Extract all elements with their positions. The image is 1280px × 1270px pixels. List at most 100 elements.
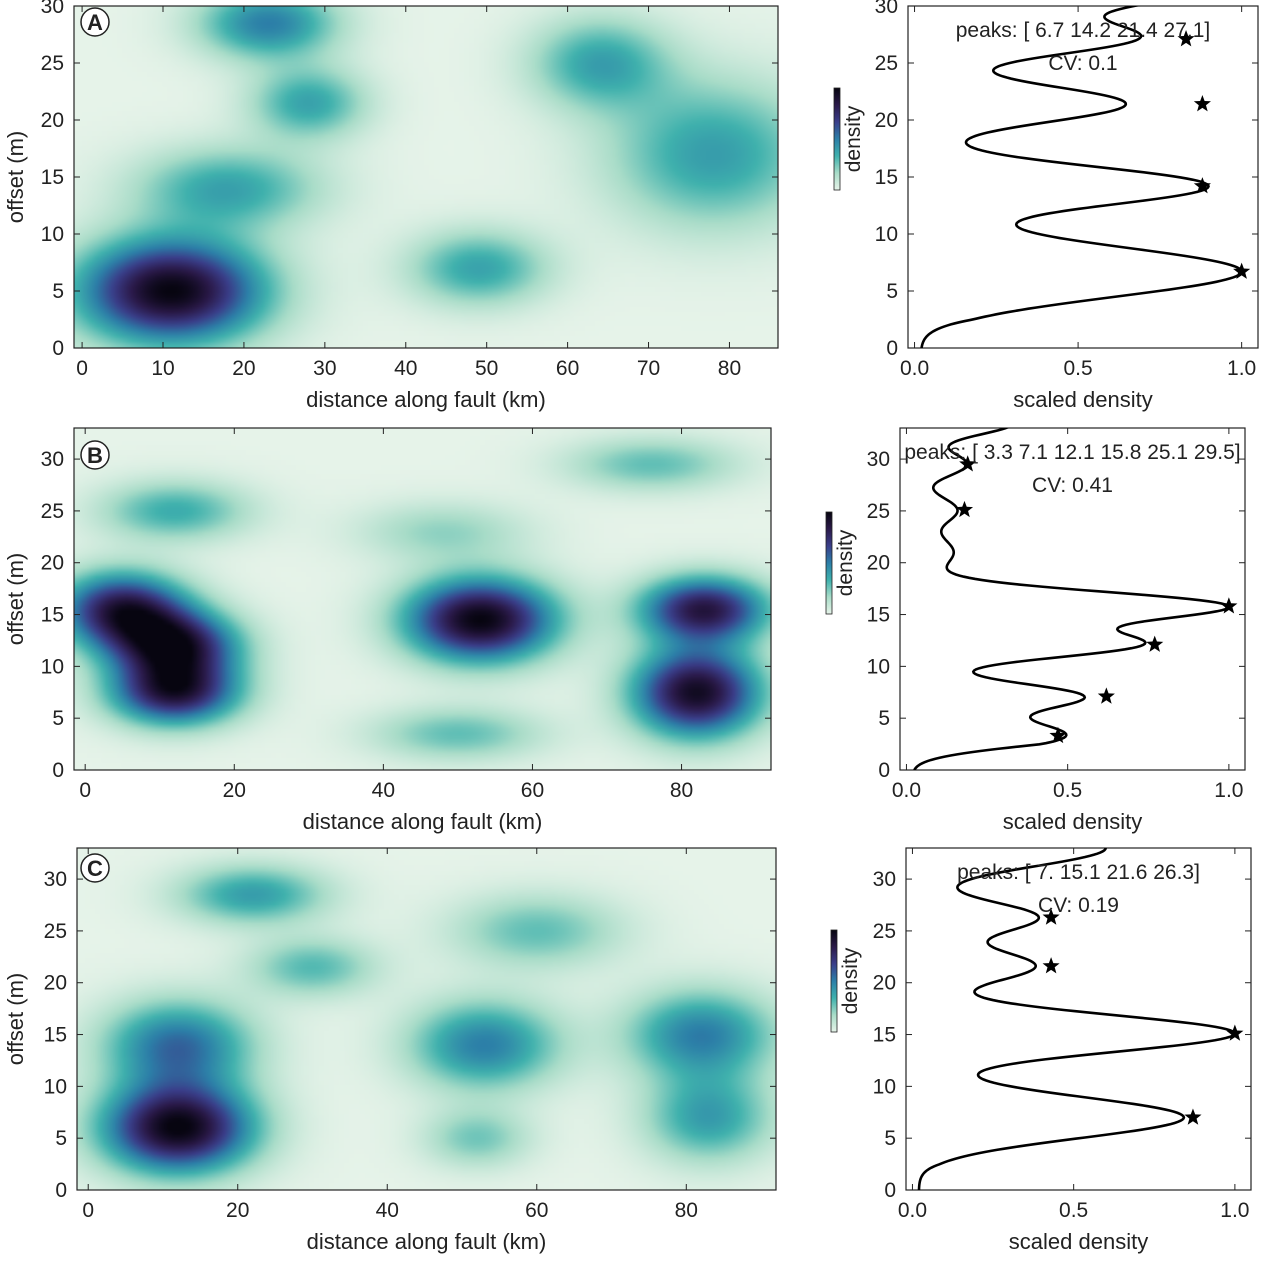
- profile-xtick-label: 0.0: [892, 779, 921, 802]
- colorbar-label: density: [842, 105, 865, 172]
- profile-ytick-label: 0: [884, 1179, 896, 1202]
- profile-xtick-label: 0.5: [1063, 357, 1092, 380]
- colorbar: [825, 511, 833, 615]
- density-curve: [917, 848, 1237, 1190]
- panel-C: 0 20 40 60 80 0 5 10 15 20 25 30 distance along faul…: [3, 847, 1252, 1254]
- heatmap-xtick-label: 80: [670, 779, 693, 802]
- profile-xtick-label: 1.0: [1227, 357, 1256, 380]
- profile-ytick-label: 5: [886, 280, 898, 303]
- heatmap-ytick-label: 30: [41, 0, 64, 18]
- heatmap-xtick-label: 80: [718, 357, 741, 380]
- profile-ytick-label: 0: [886, 337, 898, 360]
- heatmap-xlabel: distance along fault (km): [303, 809, 543, 834]
- heatmap-ytick-label: 20: [41, 552, 64, 575]
- profile-ytick-label: 10: [875, 223, 898, 246]
- peak-marker: [1097, 687, 1115, 704]
- heatmap-ytick-label: 0: [52, 337, 64, 360]
- peak-marker: [1042, 957, 1060, 974]
- profile-xtick-label: 1.0: [1214, 779, 1243, 802]
- peaks-annotation: peaks: [ 7. 15.1 21.6 26.3]: [957, 861, 1200, 884]
- heatmap-ytick-label: 30: [44, 868, 67, 891]
- profile-xtick-label: 0.0: [898, 1199, 927, 1222]
- panel-B: 0 20 40 60 80 0 5 10 15 20 25 30 distance along faul…: [3, 427, 1246, 834]
- heatmap-xlabel: distance along fault (km): [306, 387, 546, 412]
- peak-marker: [1233, 262, 1251, 279]
- heatmap-xtick-label: 40: [394, 357, 417, 380]
- heatmap-xtick-label: 80: [675, 1199, 698, 1222]
- profile-ytick-label: 30: [867, 448, 890, 471]
- panel-label: B: [87, 443, 103, 468]
- panel-label-circle: [80, 7, 110, 37]
- heatmap-ytick-label: 25: [44, 920, 67, 943]
- peak-marker: [1146, 635, 1164, 652]
- profile-ytick-label: 25: [867, 500, 890, 523]
- heatmap-ytick-label: 10: [41, 655, 64, 678]
- heatmap-xtick-label: 0: [76, 357, 88, 380]
- heatmap-xtick-label: 20: [232, 357, 255, 380]
- peak-marker: [955, 500, 974, 518]
- profile-ytick-label: 5: [878, 707, 890, 730]
- profile-ytick-label: 20: [867, 552, 890, 575]
- heatmap-xtick-label: 50: [475, 357, 498, 380]
- peaks-annotation: peaks: [ 3.3 7.1 12.1 15.8 25.1 29.5]: [904, 441, 1240, 464]
- profile-ytick-label: 20: [873, 972, 896, 995]
- heatmap-ytick-label: 5: [55, 1127, 67, 1150]
- profile-ytick-label: 10: [873, 1075, 896, 1098]
- heatmap-ytick-label: 10: [41, 223, 64, 246]
- peak-marker: [1184, 1108, 1202, 1125]
- colorbar-label: density: [839, 947, 862, 1014]
- heatmap-image-A: [74, 6, 778, 348]
- heatmap-xtick-label: 0: [82, 1199, 94, 1222]
- heatmap-xtick-label: 10: [151, 357, 174, 380]
- peak-marker: [959, 455, 977, 472]
- heatmap-image-B: [74, 428, 771, 770]
- peak-marker: [1193, 177, 1211, 194]
- profile-ytick-label: 15: [875, 166, 898, 189]
- peak-marker: [1193, 95, 1211, 112]
- profile-ytick-label: 30: [873, 868, 896, 891]
- heatmap-ytick-label: 0: [52, 759, 64, 782]
- heatmap-ytick-label: 15: [41, 166, 64, 189]
- heatmap-xtick-label: 60: [525, 1199, 548, 1222]
- colorbar: [830, 929, 838, 1033]
- panel-label-circle: [80, 853, 110, 883]
- profile-xlabel: scaled density: [1009, 1229, 1148, 1254]
- profile-ytick-label: 30: [875, 0, 898, 18]
- peak-marker: [1220, 597, 1238, 614]
- cv-annotation: CV: 0.41: [1032, 474, 1113, 497]
- profile-xlabel: scaled density: [1013, 387, 1152, 412]
- heatmap-xtick-label: 60: [521, 779, 544, 802]
- heatmap-ytick-label: 25: [41, 52, 64, 75]
- profile-ytick-label: 20: [875, 109, 898, 132]
- profile-ytick-label: 10: [867, 655, 890, 678]
- heatmap-xlabel: distance along fault (km): [307, 1229, 547, 1254]
- profile-ytick-label: 5: [884, 1127, 896, 1150]
- profile-xtick-label: 0.0: [900, 357, 929, 380]
- density-curve: [913, 428, 1231, 770]
- heatmap-xtick-label: 60: [556, 357, 579, 380]
- profile-frame: [899, 427, 1246, 771]
- profile-frame: [905, 847, 1252, 1191]
- panel-label-circle: [80, 440, 110, 470]
- colorbar-label: density: [834, 529, 857, 596]
- colorbar: [833, 87, 841, 191]
- heatmap-xtick-label: 70: [637, 357, 660, 380]
- heatmap-ytick-label: 20: [41, 109, 64, 132]
- peak-marker: [1049, 726, 1067, 744]
- heatmap-frame: [76, 847, 777, 1191]
- profile-xtick-label: 0.5: [1053, 779, 1082, 802]
- heatmap-ytick-label: 5: [52, 280, 64, 303]
- panel-label: C: [87, 856, 103, 881]
- heatmap-ytick-label: 30: [41, 448, 64, 471]
- heatmap-xtick-label: 40: [372, 779, 395, 802]
- profile-xtick-label: 1.0: [1220, 1199, 1249, 1222]
- heatmap-image-C: [77, 848, 776, 1190]
- profile-ytick-label: 15: [873, 1024, 896, 1047]
- cv-annotation: CV: 0.19: [1038, 894, 1119, 917]
- peak-marker: [1226, 1024, 1244, 1041]
- profile-ytick-label: 25: [875, 52, 898, 75]
- heatmap-ytick-label: 25: [41, 500, 64, 523]
- peak-marker: [1042, 908, 1060, 925]
